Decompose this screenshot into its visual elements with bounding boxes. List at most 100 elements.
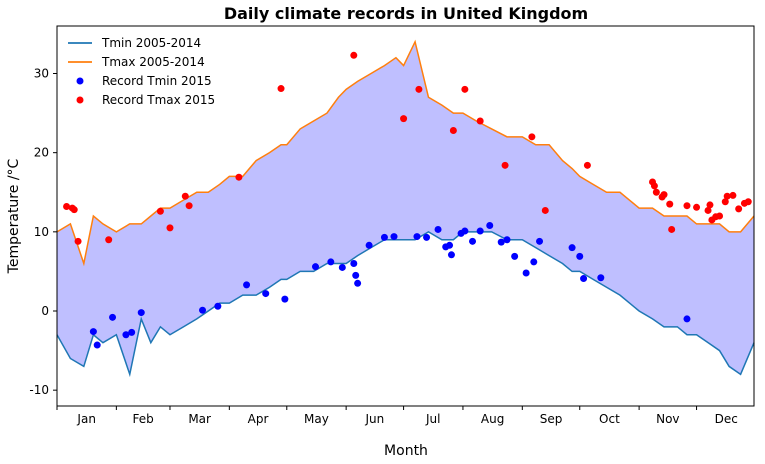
- record-tmax-point: [476, 117, 484, 125]
- record-tmin-point: [413, 233, 421, 241]
- plot-frame: [56, 25, 755, 407]
- x-tick-label-month: Aug: [481, 412, 504, 426]
- record-tmax-point: [744, 198, 752, 206]
- record-tmin-point: [568, 244, 576, 252]
- record-tmin-point: [446, 241, 454, 249]
- record-tmax-point: [583, 161, 591, 169]
- record-tmax-point: [541, 206, 549, 214]
- x-tick-label-month: Dec: [715, 412, 738, 426]
- record-tmax-point: [74, 237, 82, 245]
- record-tmin-point: [128, 328, 136, 336]
- chart-title: Daily climate records in United Kingdom: [224, 4, 588, 23]
- record-tmin-point: [365, 241, 373, 249]
- record-tmax-point: [156, 207, 164, 215]
- record-tmax-point: [185, 202, 193, 210]
- record-tmax-point: [706, 201, 714, 209]
- x-tick-label-month: Sep: [540, 412, 563, 426]
- tmin-line: [56, 230, 755, 378]
- record-tmax-point: [449, 127, 457, 134]
- record-tmin-point: [476, 227, 484, 235]
- x-tick-label-month: Feb: [133, 412, 154, 426]
- record-tmin-point: [597, 274, 605, 282]
- y-tick-label: 20: [34, 146, 49, 160]
- record-tmin-point: [89, 328, 97, 336]
- record-tmax-point: [693, 203, 701, 211]
- legend-marker-swatch: [76, 77, 84, 85]
- record-tmax-point: [668, 225, 676, 233]
- y-tick-label: 10: [34, 225, 49, 239]
- y-axis-ticks: -10 0 10 20 30: [29, 67, 57, 397]
- legend-marker-swatch: [76, 96, 84, 104]
- record-tmax-point: [723, 192, 731, 200]
- record-tmin-point: [380, 233, 388, 241]
- record-tmin-point: [536, 237, 544, 245]
- x-tick-label-month: Oct: [599, 412, 620, 426]
- record-tmin-point: [423, 233, 431, 241]
- points-layer: [63, 51, 752, 349]
- record-tmax-point: [461, 85, 469, 93]
- y-tick-label: -10: [29, 383, 49, 397]
- x-axis-ticks: Jan Feb Mar Apr May Jun Jul Aug Sep Oct Nov Dec: [56, 406, 738, 426]
- record-tmax-point: [415, 85, 423, 93]
- record-tmax-point: [63, 203, 71, 210]
- record-tmax-point: [181, 192, 189, 200]
- legend-entry-label: Tmin 2005-2014: [101, 36, 201, 50]
- record-tmin-point: [354, 279, 362, 287]
- record-tmax-point: [729, 191, 737, 199]
- record-tmax-point: [501, 161, 509, 169]
- record-tmax-point: [277, 85, 285, 93]
- record-tmax-point: [683, 202, 691, 210]
- record-tmin-point: [434, 225, 442, 233]
- record-tmax-point: [666, 200, 674, 208]
- legend-entry-label: Tmax 2005-2014: [101, 55, 205, 69]
- x-tick-label-month: Jul: [425, 412, 440, 426]
- record-tmin-point: [469, 237, 477, 245]
- fill-between-area: [57, 41, 754, 375]
- y-tick-label: 0: [41, 304, 49, 318]
- record-tmin-point: [122, 331, 130, 339]
- x-tick-label-month: Jun: [364, 412, 384, 426]
- record-tmin-point: [576, 252, 584, 260]
- y-tick-label: 30: [34, 67, 49, 81]
- x-tick-label-month: Jan: [76, 412, 96, 426]
- record-tmin-point: [683, 315, 691, 323]
- record-tmin-point: [243, 281, 251, 289]
- record-tmax-point: [704, 206, 712, 214]
- record-tmin-point: [352, 271, 360, 279]
- record-tmin-point: [109, 313, 117, 321]
- record-tmin-point: [262, 290, 270, 298]
- record-tmin-point: [338, 263, 346, 271]
- record-tmin-point: [327, 258, 335, 266]
- x-tick-label-month: Nov: [656, 412, 679, 426]
- record-tmin-point: [522, 269, 530, 277]
- record-tmax-point: [650, 182, 658, 190]
- record-tmax-point: [70, 206, 78, 214]
- record-tmin-point: [447, 251, 455, 259]
- record-tmin-point: [350, 260, 358, 267]
- record-tmax-point: [721, 198, 729, 206]
- series-layer: [56, 39, 755, 378]
- record-tmin-point: [503, 236, 511, 244]
- record-tmin-point: [580, 275, 588, 283]
- fill-between-band: [57, 41, 754, 375]
- record-tmax-point: [166, 224, 174, 232]
- x-tick-label-month: Apr: [248, 412, 269, 426]
- record-tmin-point: [199, 306, 207, 314]
- record-tmin-point: [486, 222, 494, 229]
- legend-entry-label: Record Tmin 2015: [102, 74, 212, 88]
- record-tmin-point: [281, 295, 289, 303]
- record-tmin-point: [511, 252, 519, 260]
- record-tmin-point: [461, 227, 469, 235]
- record-tmax-point: [528, 133, 536, 141]
- x-tick-label-month: May: [304, 412, 329, 426]
- record-tmax-point: [652, 188, 660, 196]
- legend: Tmin 2005-2014 Tmax 2005-2014 Record Tmin …: [68, 36, 215, 107]
- x-axis-label: Month: [384, 443, 428, 459]
- tmax-line: [56, 39, 755, 267]
- record-tmin-point: [390, 233, 398, 241]
- record-tmax-point: [400, 115, 408, 123]
- record-tmin-point: [137, 309, 145, 317]
- record-tmax-point: [735, 205, 743, 213]
- record-tmax-point: [716, 212, 724, 220]
